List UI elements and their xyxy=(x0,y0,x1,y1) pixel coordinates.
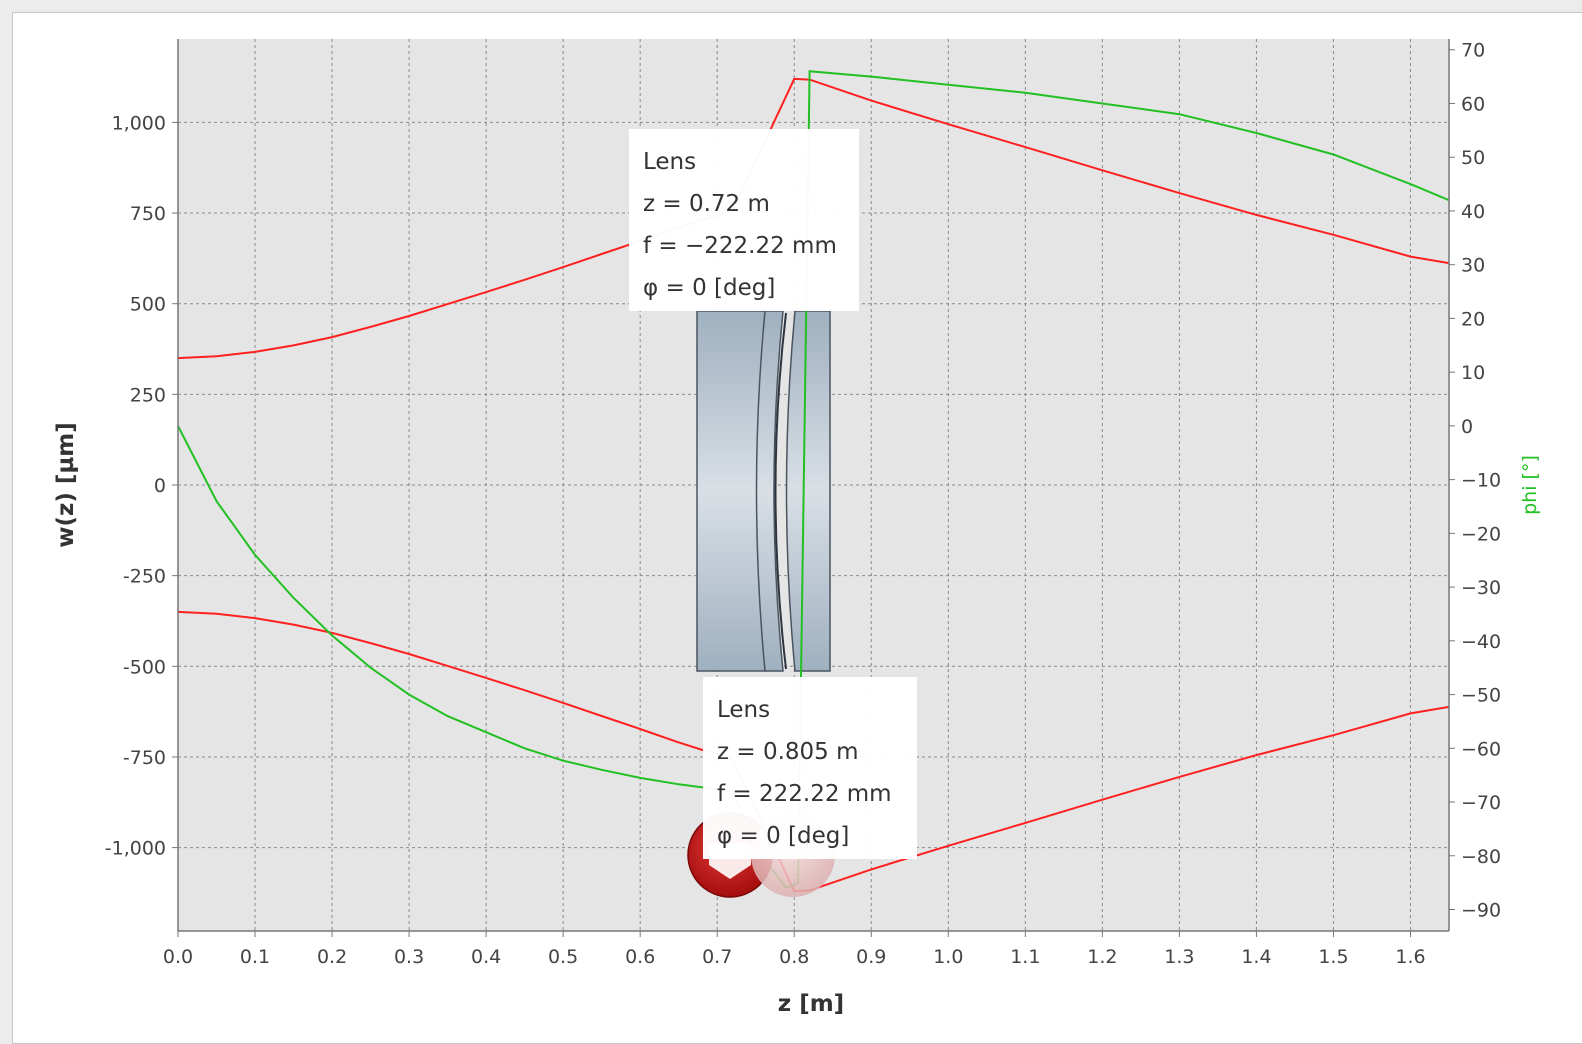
x-tick-label: 0.9 xyxy=(856,946,886,968)
x-tick-label: 0.4 xyxy=(471,946,501,968)
series-line-2 xyxy=(177,610,1450,893)
y2-tick-label: −80 xyxy=(1461,846,1501,868)
y-tick-label: -250 xyxy=(123,566,166,588)
x-axis-title: z [m] xyxy=(778,991,844,1017)
callout-line: z = 0.805 m xyxy=(717,739,859,765)
y-tick-label: -750 xyxy=(123,747,166,769)
x-tick-label: 0.7 xyxy=(702,946,732,968)
y-tick-label: 1,000 xyxy=(112,112,166,134)
chart-panel: 0.0 0.1 0.2 0.3 0.4 0.5 0.6 0.7 0.8 0.9 1.0 1.1 1.2 1… xyxy=(12,12,1582,1044)
x-tick-label: 1.2 xyxy=(1087,946,1117,968)
callout-line: φ = 0 [deg] xyxy=(717,823,849,849)
x-tick-label: 0.1 xyxy=(240,946,270,968)
lens-left-concave xyxy=(755,310,784,672)
y2-tick-label: −40 xyxy=(1461,631,1501,653)
y-axis-ticks: 1,000 750 500 250 0 -250 -500 -750 -1,000 xyxy=(105,112,178,860)
x-tick-label: 1.5 xyxy=(1318,946,1348,968)
x-tick-label: 0.8 xyxy=(779,946,809,968)
y-tick-label: 750 xyxy=(130,203,166,225)
axes-frame xyxy=(177,39,1450,932)
y2-tick-label: −50 xyxy=(1461,685,1501,707)
y2-axis-title: phi [°] xyxy=(1519,455,1541,515)
lens-element-graphic[interactable] xyxy=(696,310,831,672)
callout-line: φ = 0 [deg] xyxy=(643,275,775,301)
y-axis-title: w(z) [µm] xyxy=(53,422,79,548)
callout-box xyxy=(703,677,917,859)
x-tick-label: 0.3 xyxy=(394,946,424,968)
y2-tick-label: 70 xyxy=(1461,40,1485,62)
y2-tick-label: −20 xyxy=(1461,523,1501,545)
y2-tick-label: −60 xyxy=(1461,738,1501,760)
x-tick-label: 0.2 xyxy=(317,946,347,968)
y-tick-label: 0 xyxy=(154,475,166,497)
y2-tick-label: 10 xyxy=(1461,362,1485,384)
y-tick-label: 250 xyxy=(130,384,166,406)
lens-callout-1: Lens z = 0.72 m f = −222.22 mm φ = 0 [deg] xyxy=(629,129,859,311)
callout-title: Lens xyxy=(717,697,770,723)
y2-axis-ticks: 70 60 50 40 30 20 10 0 −10 −20 −30 −40 −50 −60 −70 −80 −… xyxy=(1449,40,1501,922)
x-tick-label: 0.6 xyxy=(625,946,655,968)
y2-tick-label: 30 xyxy=(1461,255,1485,277)
callout-title: Lens xyxy=(643,149,696,175)
lens-left-glass xyxy=(696,310,766,672)
x-tick-label: 0.0 xyxy=(163,946,193,968)
y2-tick-label: 60 xyxy=(1461,93,1485,115)
x-tick-label: 1.0 xyxy=(933,946,963,968)
lens-right-convex xyxy=(785,310,831,672)
x-axis-ticks: 0.0 0.1 0.2 0.3 0.4 0.5 0.6 0.7 0.8 0.9 1.0 1.1 1.2 1… xyxy=(163,931,1426,968)
callout-box xyxy=(629,129,859,311)
callout-line: f = 222.22 mm xyxy=(717,781,892,807)
x-tick-label: 1.3 xyxy=(1164,946,1194,968)
x-tick-label: 1.6 xyxy=(1395,946,1425,968)
lens-callout-2: Lens z = 0.805 m f = 222.22 mm φ = 0 [deg] xyxy=(703,677,917,859)
y2-tick-label: 0 xyxy=(1461,416,1473,438)
y2-tick-label: 40 xyxy=(1461,201,1485,223)
beam-profile-chart: 0.0 0.1 0.2 0.3 0.4 0.5 0.6 0.7 0.8 0.9 1.0 1.1 1.2 1… xyxy=(53,39,1541,1017)
y-tick-label: 500 xyxy=(130,294,166,316)
callout-line: f = −222.22 mm xyxy=(643,233,837,259)
y2-tick-label: −10 xyxy=(1461,470,1501,492)
x-tick-label: 0.5 xyxy=(548,946,578,968)
x-tick-label: 1.1 xyxy=(1010,946,1040,968)
y2-tick-label: 20 xyxy=(1461,308,1485,330)
x-tick-label: 1.4 xyxy=(1241,946,1271,968)
y-tick-label: -500 xyxy=(123,656,166,678)
callout-line: z = 0.72 m xyxy=(643,191,770,217)
y-tick-label: -1,000 xyxy=(105,838,166,860)
y2-tick-label: −30 xyxy=(1461,577,1501,599)
y2-tick-label: −70 xyxy=(1461,792,1501,814)
y2-tick-label: −90 xyxy=(1461,900,1501,922)
y2-tick-label: 50 xyxy=(1461,147,1485,169)
